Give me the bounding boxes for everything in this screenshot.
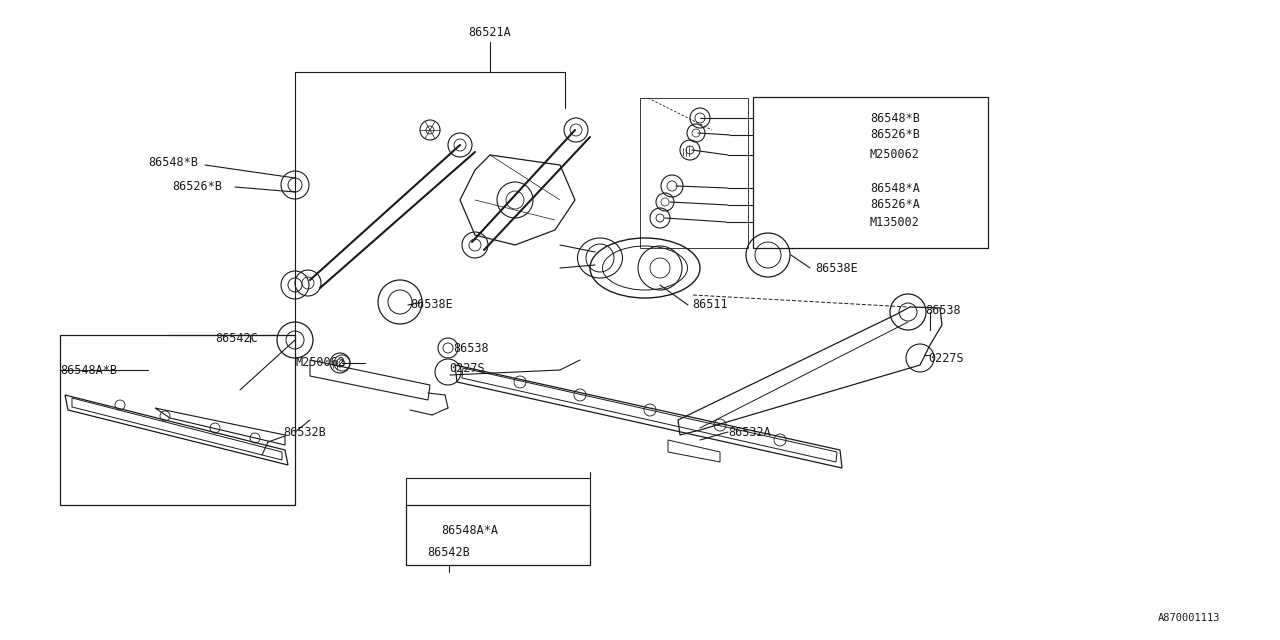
Text: M250062: M250062 bbox=[870, 148, 920, 161]
Text: 86526*B: 86526*B bbox=[870, 129, 920, 141]
Text: 86538: 86538 bbox=[453, 342, 489, 355]
Text: 86538E: 86538E bbox=[410, 298, 453, 312]
Text: M250062: M250062 bbox=[296, 356, 346, 369]
Bar bbox=[753, 97, 988, 248]
Text: 86538E: 86538E bbox=[815, 262, 858, 275]
Bar bbox=[60, 335, 294, 505]
Text: M135002: M135002 bbox=[870, 216, 920, 228]
Text: 86548A*A: 86548A*A bbox=[442, 524, 498, 536]
Text: 86548*B: 86548*B bbox=[148, 156, 198, 168]
Text: 86548*B: 86548*B bbox=[870, 111, 920, 125]
Text: 86538: 86538 bbox=[925, 303, 960, 317]
Text: 86532B: 86532B bbox=[283, 426, 325, 438]
Text: 0227S: 0227S bbox=[449, 362, 485, 374]
Text: 86526*B: 86526*B bbox=[172, 179, 221, 193]
Text: 86511: 86511 bbox=[692, 298, 727, 312]
Text: 86532A: 86532A bbox=[728, 426, 771, 438]
Text: 86526*A: 86526*A bbox=[870, 198, 920, 211]
Bar bbox=[406, 505, 590, 565]
Text: 86548*A: 86548*A bbox=[870, 182, 920, 195]
Text: 86542B: 86542B bbox=[428, 547, 470, 559]
Text: 86548A*B: 86548A*B bbox=[60, 364, 116, 376]
Text: 86521A: 86521A bbox=[468, 26, 512, 38]
Text: 0227S: 0227S bbox=[928, 351, 964, 365]
Text: 86542C: 86542C bbox=[215, 332, 257, 344]
Bar bbox=[640, 98, 748, 248]
Text: A870001113: A870001113 bbox=[1157, 613, 1220, 623]
